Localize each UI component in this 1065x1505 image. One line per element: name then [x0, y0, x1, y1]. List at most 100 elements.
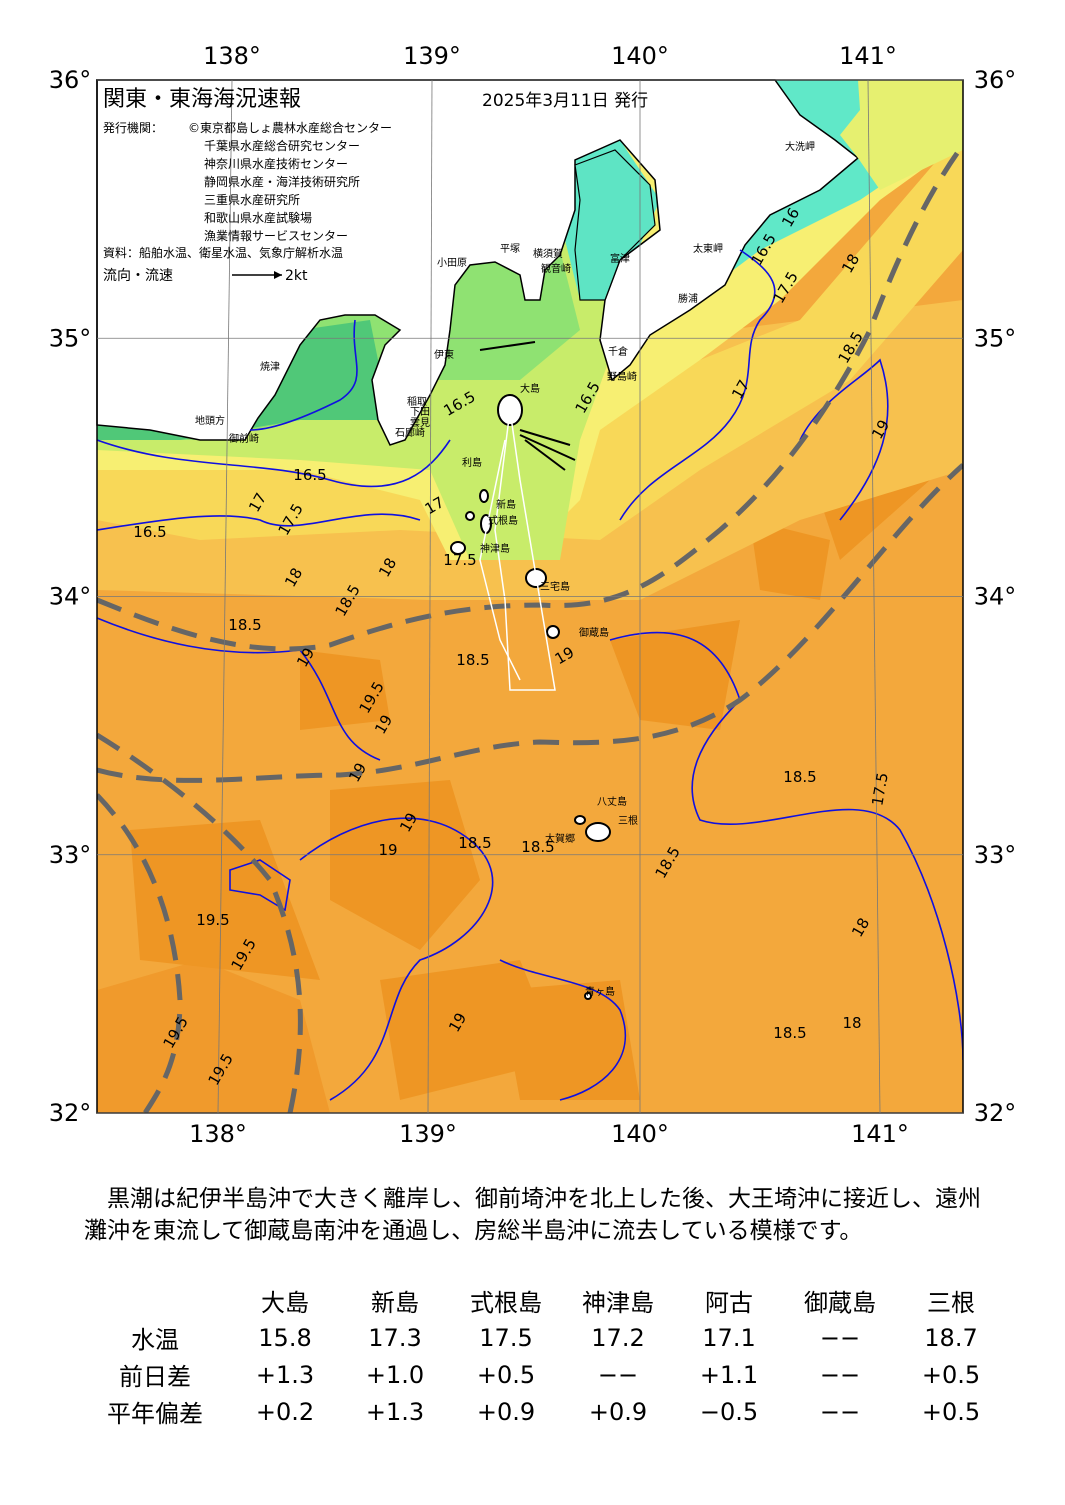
lat-label-right: 36°	[974, 66, 1017, 94]
place-name: 大賀郷	[545, 832, 575, 845]
legend-label: 流向・流速	[103, 268, 173, 284]
cell: −−	[819, 1360, 861, 1389]
lat-label-right: 32°	[974, 1099, 1017, 1127]
place-name: 小田原	[437, 257, 467, 269]
place-name: 青ヶ島	[585, 985, 615, 998]
cell: +0.9	[476, 1397, 536, 1426]
place-name: 神津島	[480, 542, 510, 555]
data-row: 水温 15.8 17.3 17.5 17.2 17.1 −− 18.7	[80, 1319, 1006, 1356]
place-name: 新島	[496, 498, 516, 511]
map: 138° 138° 139° 139° 140° 140° 141° 141° 36° 36° 35…	[49, 42, 1017, 1148]
cell: −−	[819, 1397, 861, 1426]
station-header: 阿古	[705, 1289, 753, 1317]
contour-label: 18.5	[458, 834, 491, 852]
issuer: 三重県水産研究所	[204, 192, 300, 207]
cell: 17.2	[591, 1323, 645, 1352]
legend-speed: 2kt	[285, 268, 308, 284]
place-name: 下田	[410, 407, 430, 418]
cell: +1.3	[255, 1360, 315, 1389]
cell: 15.8	[258, 1323, 312, 1352]
row-label: 平年偏差	[107, 1400, 203, 1428]
place-name: 雲見	[410, 417, 430, 429]
data-row: 平年偏差 +0.2 +1.3 +0.9 +0.9 −0.5 −− +0.5	[80, 1393, 1006, 1430]
lat-label-left: 36°	[49, 66, 92, 94]
cell: −0.5	[699, 1397, 759, 1426]
place-name: 稲取	[407, 396, 427, 408]
place-name: 横須賀	[533, 247, 563, 260]
current-vectors	[479, 341, 576, 471]
lat-label-right: 35°	[974, 324, 1017, 352]
cell: +1.1	[699, 1360, 759, 1389]
place-name: 御蔵島	[579, 626, 609, 639]
place-name: 地頭方	[195, 414, 225, 427]
issuer: 千葉県水産総合研究センター	[204, 138, 360, 153]
issuer: ©東京都島しょ農林水産総合センター	[188, 120, 392, 135]
contour-label: 19	[378, 841, 397, 859]
cell: +1.0	[365, 1360, 425, 1389]
lon-label-top: 138°	[203, 42, 261, 70]
lon-label-top: 140°	[611, 42, 669, 70]
cell: 17.3	[368, 1323, 422, 1352]
cell: +0.5	[476, 1360, 536, 1389]
temperature-table: 大島 新島 式根島 神津島 阿古 御蔵島 三根 水温 15.8 17.3 17.5 17.2 17.1 −…	[80, 1282, 1006, 1430]
lat-label-left: 35°	[49, 324, 92, 352]
contour-label: 19.5	[196, 911, 229, 929]
cell: 17.5	[479, 1323, 533, 1352]
place-name: 平塚	[500, 243, 520, 255]
issuer-label: 発行機関：	[103, 120, 163, 135]
place-name: 式根島	[488, 514, 518, 527]
issuer: 漁業情報サービスセンター	[204, 229, 348, 243]
lon-label-bottom: 138°	[189, 1120, 247, 1148]
ship-tracks	[479, 409, 556, 691]
cell: +0.5	[921, 1360, 981, 1389]
issuer: 静岡県水産・海洋技術研究所	[204, 174, 360, 189]
cell: +0.2	[255, 1397, 315, 1426]
land	[96, 79, 963, 446]
contour-label: 17.5	[868, 771, 892, 807]
place-name: 太東岬	[693, 242, 723, 255]
place-name: 石廊崎	[395, 426, 425, 439]
cell: −−	[597, 1360, 639, 1389]
summary: 黒潮は紀伊半島沖で大きく離岸し、御前埼沖を北上した後、大王埼沖に接近し、遠州灘沖…	[84, 1186, 981, 1244]
issuer: 和歌山県水産試験場	[204, 210, 312, 225]
station-header: 式根島	[470, 1289, 542, 1317]
cell: 17.1	[702, 1323, 756, 1352]
lat-label-right: 33°	[974, 841, 1017, 869]
contour-label: 18.5	[228, 616, 261, 634]
row-label: 水温	[131, 1326, 179, 1354]
contour-label: 18.5	[783, 768, 816, 786]
lat-label-left: 32°	[49, 1099, 92, 1127]
corner	[80, 1282, 230, 1319]
place-name: 富津	[610, 252, 630, 265]
place-name: 観音崎	[541, 262, 571, 275]
contour-label: 16.5	[293, 466, 326, 484]
row-label: 前日差	[119, 1363, 191, 1391]
place-name: 伊東	[434, 348, 454, 361]
place-name: 三宅島	[540, 580, 570, 593]
lon-label-top: 141°	[839, 42, 897, 70]
cell: +0.5	[921, 1397, 981, 1426]
contour-label: 17.5	[443, 551, 476, 569]
contour-label: 16.5	[133, 523, 166, 541]
station-header: 御蔵島	[804, 1289, 876, 1317]
issue-date: 2025年3月11日 発行	[482, 91, 648, 111]
contour-label: 18.5	[521, 838, 554, 856]
data-row: 前日差 +1.3 +1.0 +0.5 −− +1.1 −− +0.5	[80, 1356, 1006, 1393]
contour-label: 18.5	[456, 651, 489, 669]
lat-label-left: 33°	[49, 841, 92, 869]
station-header: 三根	[927, 1289, 975, 1317]
place-name: 三根	[618, 814, 638, 827]
map-title: 関東・東海海況速報	[103, 87, 301, 112]
place-name: 焼津	[260, 361, 280, 373]
lat-label-left: 34°	[49, 583, 92, 611]
lat-label-right: 34°	[974, 583, 1017, 611]
legend-arrowhead	[274, 271, 282, 279]
place-name: 八丈島	[597, 795, 627, 808]
station-header: 大島	[261, 1289, 309, 1317]
place-name: 大島	[520, 382, 540, 395]
place-name: 大洗岬	[785, 140, 815, 153]
cell: 18.7	[924, 1323, 978, 1352]
cell: −−	[819, 1323, 861, 1352]
lon-label-bottom: 140°	[611, 1120, 669, 1148]
